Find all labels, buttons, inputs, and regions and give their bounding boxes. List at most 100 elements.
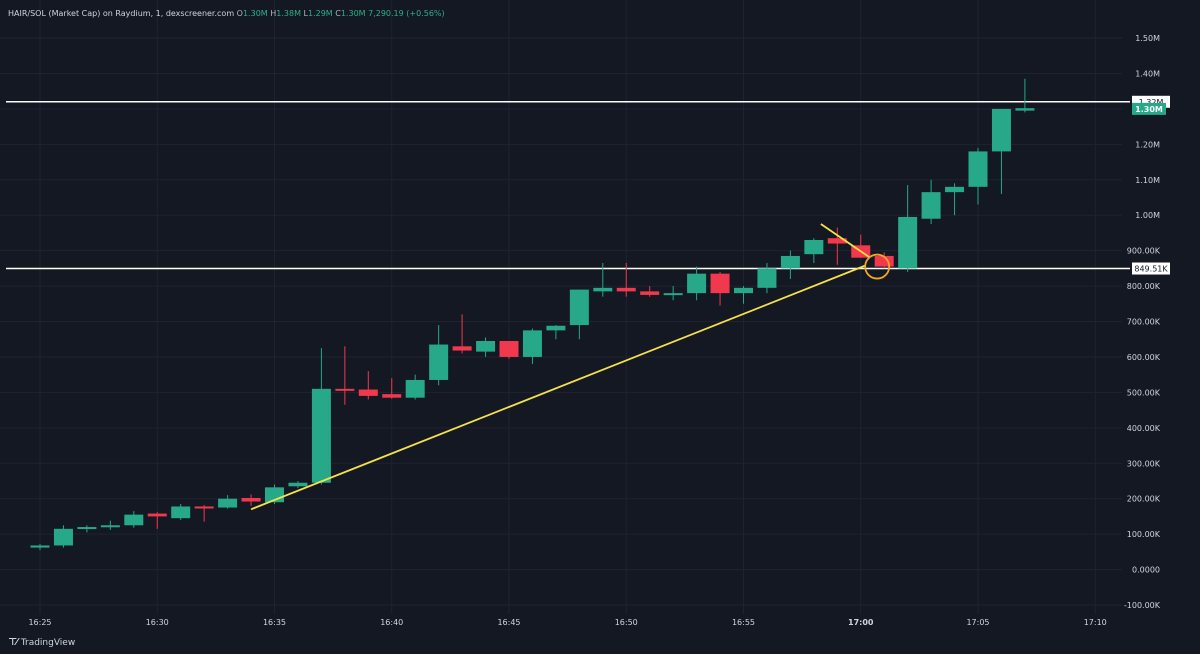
candle [30, 544, 50, 551]
horizontal-lines [6, 101, 1130, 270]
candle [124, 511, 144, 528]
y-tick-label: 900.00K [1127, 247, 1161, 256]
candle-body [945, 186, 965, 193]
tradingview-logo-icon: ⊤⁄ [8, 637, 18, 648]
candle [77, 525, 97, 533]
candle-body [1015, 108, 1035, 111]
candle [241, 494, 261, 506]
candle-body [687, 273, 707, 294]
y-tick-label: -100.00K [1124, 601, 1161, 610]
x-tick-label: 17:05 [966, 618, 989, 627]
low-label: L [303, 9, 308, 18]
candle [546, 325, 566, 340]
candle-body [30, 545, 50, 548]
candle-body [147, 513, 167, 517]
open-value: 1.30M [242, 9, 268, 18]
x-tick-label: 16:25 [28, 618, 51, 627]
candles [30, 78, 1035, 551]
candle [382, 378, 402, 399]
x-axis[interactable]: 16:25 16:30 16:35 16:40 16:45 16:50 16:55 17:00… [28, 618, 1106, 627]
candle [616, 263, 636, 297]
candle-body [827, 238, 847, 244]
symbol-header: HAIR/SOL (Market Cap) on Raydium, 1, dex… [8, 9, 445, 18]
close-value: 1.30M [340, 9, 366, 18]
candle-body [218, 498, 238, 508]
candle [780, 250, 800, 279]
open-label: O [236, 9, 243, 18]
y-tick-label: 1.40M [1135, 69, 1160, 78]
candle-body [124, 514, 144, 526]
candle [921, 179, 941, 225]
candle-body [358, 389, 378, 396]
candle-body [593, 287, 613, 292]
candle-body [734, 287, 753, 294]
candle-body [476, 340, 496, 352]
candle [53, 525, 73, 548]
candle-body [616, 287, 636, 292]
candle [358, 371, 378, 400]
tradingview-brand[interactable]: ⊤⁄ TradingView [8, 637, 75, 648]
candle-body [288, 482, 308, 487]
x-tick-label: 16:35 [263, 618, 286, 627]
candle [405, 374, 425, 400]
candle-body [499, 340, 519, 357]
candle-body [780, 255, 800, 269]
candle [100, 520, 120, 530]
candle [335, 346, 355, 405]
y-tick-label: 700.00K [1127, 318, 1161, 327]
candle-body [874, 255, 894, 267]
trend-lines [250, 223, 891, 511]
x-tick-label: 16:55 [732, 618, 755, 627]
candle-body [429, 344, 449, 380]
candle [218, 495, 238, 509]
candle-body [194, 506, 214, 509]
grid [0, 0, 1122, 614]
candle [499, 340, 519, 359]
x-tick-label: 17:10 [1084, 618, 1107, 627]
y-tick-label: 100.00K [1127, 530, 1161, 539]
candle-body [757, 268, 777, 288]
trend-line[interactable] [250, 264, 866, 511]
candle-body [968, 151, 988, 187]
horizontal-level-label: 849.51K [1134, 265, 1168, 274]
candle [171, 504, 191, 520]
candle [663, 286, 683, 301]
candle [640, 286, 660, 297]
candle-body [452, 346, 472, 351]
candle [968, 147, 988, 205]
y-tick-label: 1.10M [1135, 176, 1160, 185]
trend-line[interactable] [820, 223, 871, 259]
candle-body [663, 293, 683, 296]
candle [476, 337, 496, 357]
candle-body [710, 273, 730, 294]
candle [311, 348, 331, 485]
candle [827, 227, 847, 265]
y-tick-label: 300.00K [1127, 459, 1161, 468]
candle-body [546, 325, 566, 331]
y-tick-label: 1.00M [1135, 211, 1160, 220]
x-tick-label: 16:30 [146, 618, 169, 627]
candle-body [921, 192, 941, 219]
candle-body [311, 388, 331, 483]
brand-label: TradingView [20, 637, 76, 648]
y-axis[interactable]: 1.50M 1.40M 1.30M 1.20M 1.10M 1.00M 900.00K 800… [1124, 34, 1170, 610]
candle [147, 512, 167, 529]
candle [804, 238, 824, 264]
y-tick-label: 500.00K [1127, 388, 1161, 397]
high-value: 1.38M [276, 9, 301, 18]
low-value: 1.29M [307, 9, 333, 18]
candle-body [53, 528, 73, 546]
x-tick-label: 16:50 [615, 618, 638, 627]
candle [874, 252, 894, 269]
candle-body [335, 388, 355, 391]
candle-body [405, 379, 425, 398]
candle-body [100, 525, 120, 528]
highlight-circle[interactable] [864, 253, 891, 280]
candle [945, 183, 965, 216]
horizontal-level-label: 1.32M [1139, 98, 1164, 107]
candle [522, 328, 542, 365]
candle [734, 286, 753, 304]
candle [991, 108, 1011, 194]
